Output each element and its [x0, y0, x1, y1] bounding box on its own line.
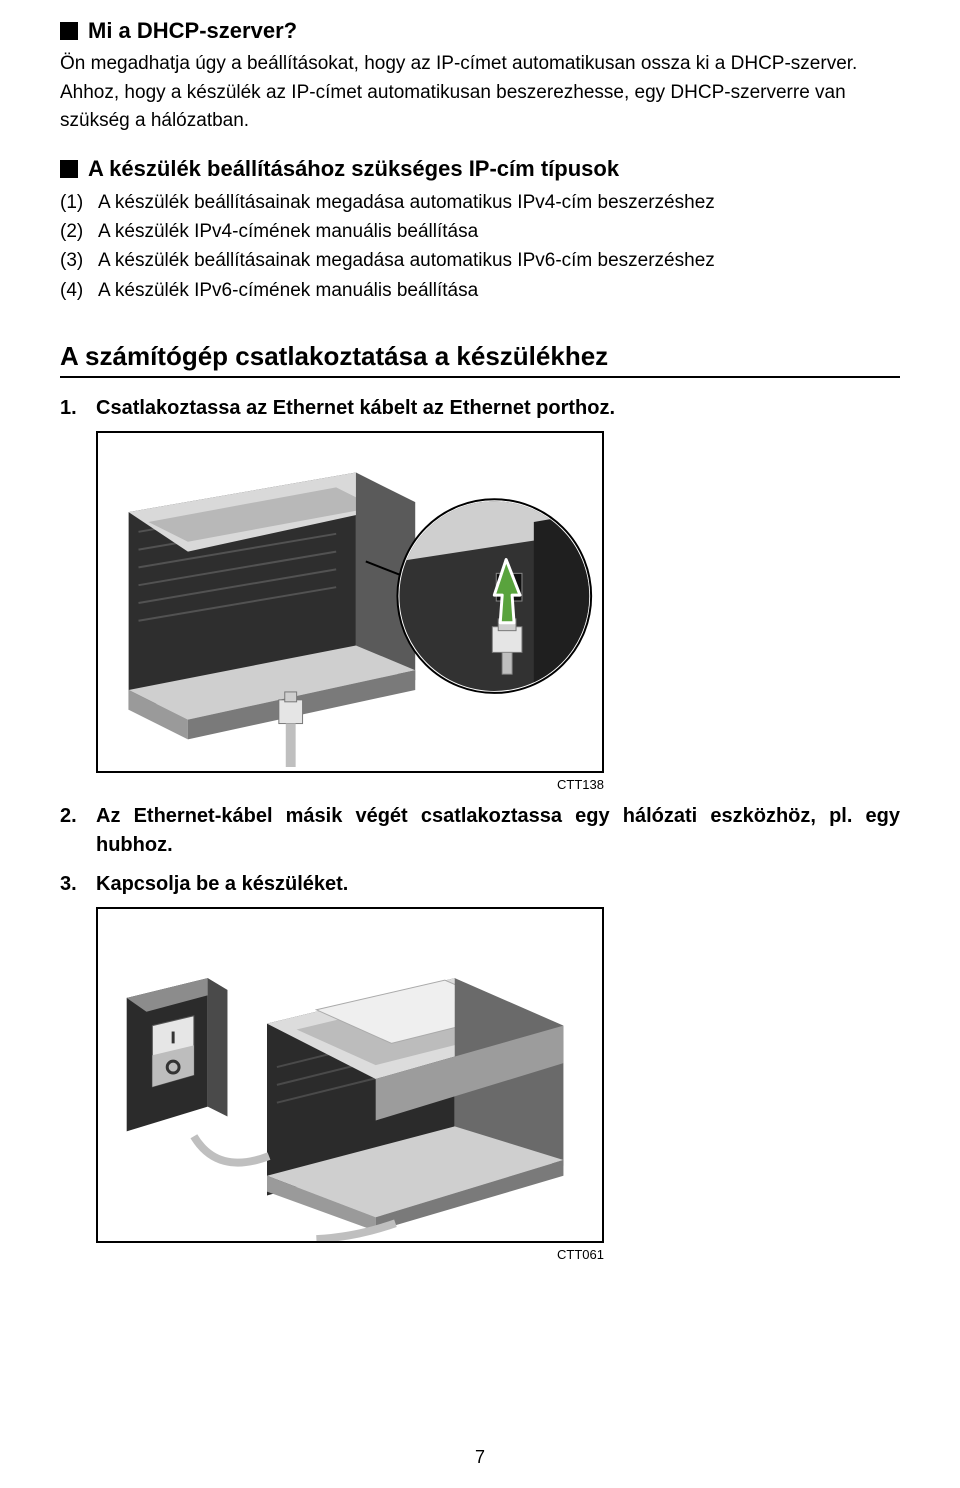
figure-1: CTT138 [96, 431, 900, 792]
printer-ethernet-illustration [96, 431, 604, 773]
section2-heading: A készülék beállításához szükséges IP-cí… [60, 156, 900, 182]
item-number: (1) [60, 188, 90, 217]
printer-power-illustration [96, 907, 604, 1243]
item-text: A készülék IPv6-címének manuális beállít… [98, 276, 478, 305]
step-number: 1. [60, 394, 82, 423]
item-text: A készülék IPv4-címének manuális beállít… [98, 217, 478, 246]
list-item: (4) A készülék IPv6-címének manuális beá… [60, 276, 900, 305]
list-item: (3) A készülék beállításainak megadása a… [60, 246, 900, 275]
step-text: Az Ethernet-kábel másik végét csatlakozt… [96, 802, 900, 860]
item-number: (3) [60, 246, 90, 275]
step-text: Kapcsolja be a készüléket. [96, 870, 900, 899]
main-heading: A számítógép csatlakoztatása a készülékh… [60, 341, 900, 372]
item-number: (2) [60, 217, 90, 246]
figure-1-caption: CTT138 [96, 777, 604, 792]
bullet-icon [60, 22, 78, 40]
step-number: 3. [60, 870, 82, 899]
section1-heading: Mi a DHCP-szerver? [60, 18, 900, 44]
item-text: A készülék beállításainak megadása autom… [98, 188, 715, 217]
step-2: 2. Az Ethernet-kábel másik végét csatlak… [60, 802, 900, 860]
section2-list: (1) A készülék beállításainak megadása a… [60, 188, 900, 306]
item-text: A készülék beállításainak megadása autom… [98, 246, 715, 275]
page-number: 7 [0, 1447, 960, 1468]
figure-2-caption: CTT061 [96, 1247, 604, 1262]
bullet-icon [60, 160, 78, 178]
step-1: 1. Csatlakoztassa az Ethernet kábelt az … [60, 394, 900, 423]
step-text: Csatlakoztassa az Ethernet kábelt az Eth… [96, 394, 900, 423]
list-item: (1) A készülék beállításainak megadása a… [60, 188, 900, 217]
step-number: 2. [60, 802, 82, 860]
step-3: 3. Kapcsolja be a készüléket. [60, 870, 900, 899]
figure-2: CTT061 [96, 907, 900, 1262]
section1-para: Ön megadhatja úgy a beállításokat, hogy … [60, 50, 900, 136]
list-item: (2) A készülék IPv4-címének manuális beá… [60, 217, 900, 246]
item-number: (4) [60, 276, 90, 305]
section1-title: Mi a DHCP-szerver? [88, 18, 297, 44]
heading-underline [60, 376, 900, 378]
section2-title: A készülék beállításához szükséges IP-cí… [88, 156, 619, 182]
